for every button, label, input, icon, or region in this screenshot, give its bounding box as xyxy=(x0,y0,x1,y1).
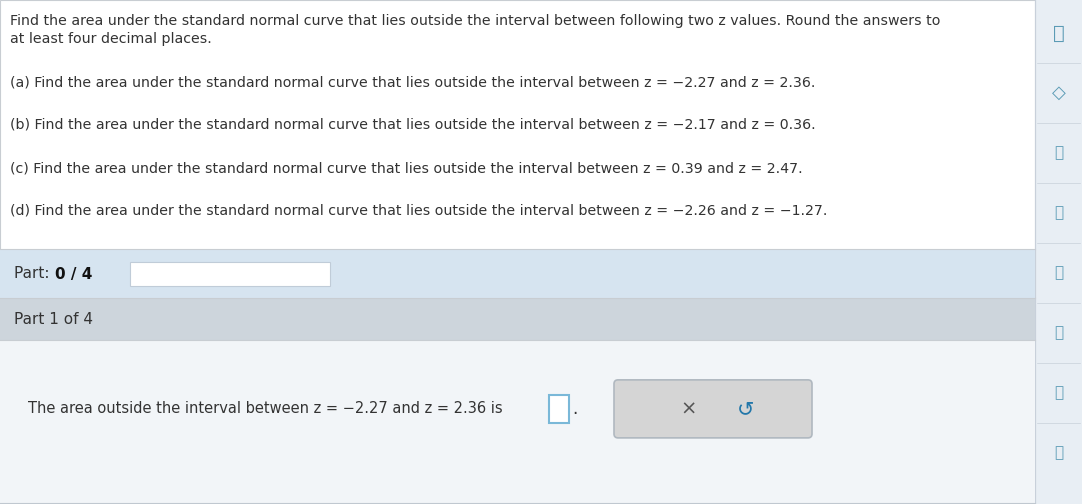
Text: 🖨: 🖨 xyxy=(1054,326,1063,341)
Text: (d) Find the area under the standard normal curve that lies outside the interval: (d) Find the area under the standard nor… xyxy=(10,204,828,218)
Text: Part 1 of 4: Part 1 of 4 xyxy=(14,311,93,327)
Text: ⚿: ⚿ xyxy=(1053,24,1065,42)
Text: The area outside the interval between z = −2.27 and z = 2.36 is: The area outside the interval between z … xyxy=(28,401,503,416)
Bar xyxy=(0,298,1035,340)
Text: ↺: ↺ xyxy=(737,399,754,419)
Text: .: . xyxy=(572,400,578,418)
Text: Part:: Part: xyxy=(14,267,54,282)
Text: Find the area under the standard normal curve that lies outside the interval bet: Find the area under the standard normal … xyxy=(10,14,940,28)
Text: (a) Find the area under the standard normal curve that lies outside the interval: (a) Find the area under the standard nor… xyxy=(10,75,816,89)
Text: 📊: 📊 xyxy=(1054,386,1063,401)
Text: at least four decimal places.: at least four decimal places. xyxy=(10,32,212,46)
Text: 📋: 📋 xyxy=(1054,146,1063,160)
Text: (c) Find the area under the standard normal curve that lies outside the interval: (c) Find the area under the standard nor… xyxy=(10,161,803,175)
Text: 0 / 4: 0 / 4 xyxy=(55,267,92,282)
Bar xyxy=(0,250,1035,298)
Bar xyxy=(1035,0,1082,504)
Text: ◇: ◇ xyxy=(1052,84,1066,102)
Text: 🖥: 🖥 xyxy=(1054,206,1063,221)
FancyBboxPatch shape xyxy=(613,380,812,438)
Bar xyxy=(130,262,330,286)
Text: 📄: 📄 xyxy=(1054,446,1063,461)
Bar xyxy=(549,395,569,423)
Text: 👥: 👥 xyxy=(1054,266,1063,281)
Text: ×: × xyxy=(681,399,697,418)
Text: (b) Find the area under the standard normal curve that lies outside the interval: (b) Find the area under the standard nor… xyxy=(10,118,816,132)
Bar xyxy=(0,340,1035,504)
